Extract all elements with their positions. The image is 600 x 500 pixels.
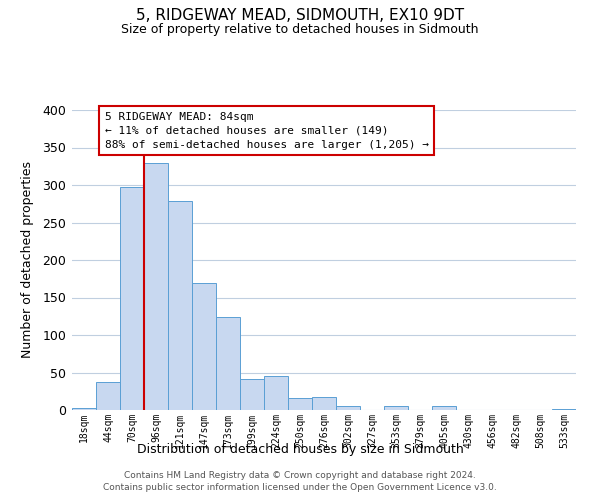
Bar xyxy=(552,408,576,410)
Bar xyxy=(384,406,408,410)
Bar xyxy=(240,379,264,410)
Text: Contains public sector information licensed under the Open Government Licence v3: Contains public sector information licen… xyxy=(103,484,497,492)
Bar xyxy=(144,162,168,410)
Text: 5 RIDGEWAY MEAD: 84sqm
← 11% of detached houses are smaller (149)
88% of semi-de: 5 RIDGEWAY MEAD: 84sqm ← 11% of detached… xyxy=(105,112,429,150)
Text: Distribution of detached houses by size in Sidmouth: Distribution of detached houses by size … xyxy=(137,442,463,456)
Bar xyxy=(72,408,96,410)
Bar xyxy=(96,382,120,410)
Bar xyxy=(432,406,456,410)
Text: 5, RIDGEWAY MEAD, SIDMOUTH, EX10 9DT: 5, RIDGEWAY MEAD, SIDMOUTH, EX10 9DT xyxy=(136,8,464,22)
Bar xyxy=(192,282,216,410)
Bar xyxy=(216,317,240,410)
Bar xyxy=(168,200,192,410)
Text: Contains HM Land Registry data © Crown copyright and database right 2024.: Contains HM Land Registry data © Crown c… xyxy=(124,471,476,480)
Bar xyxy=(120,186,144,410)
Bar xyxy=(288,398,312,410)
Text: Size of property relative to detached houses in Sidmouth: Size of property relative to detached ho… xyxy=(121,22,479,36)
Bar xyxy=(312,397,336,410)
Bar xyxy=(264,376,288,410)
Y-axis label: Number of detached properties: Number of detached properties xyxy=(21,162,34,358)
Bar xyxy=(336,406,360,410)
